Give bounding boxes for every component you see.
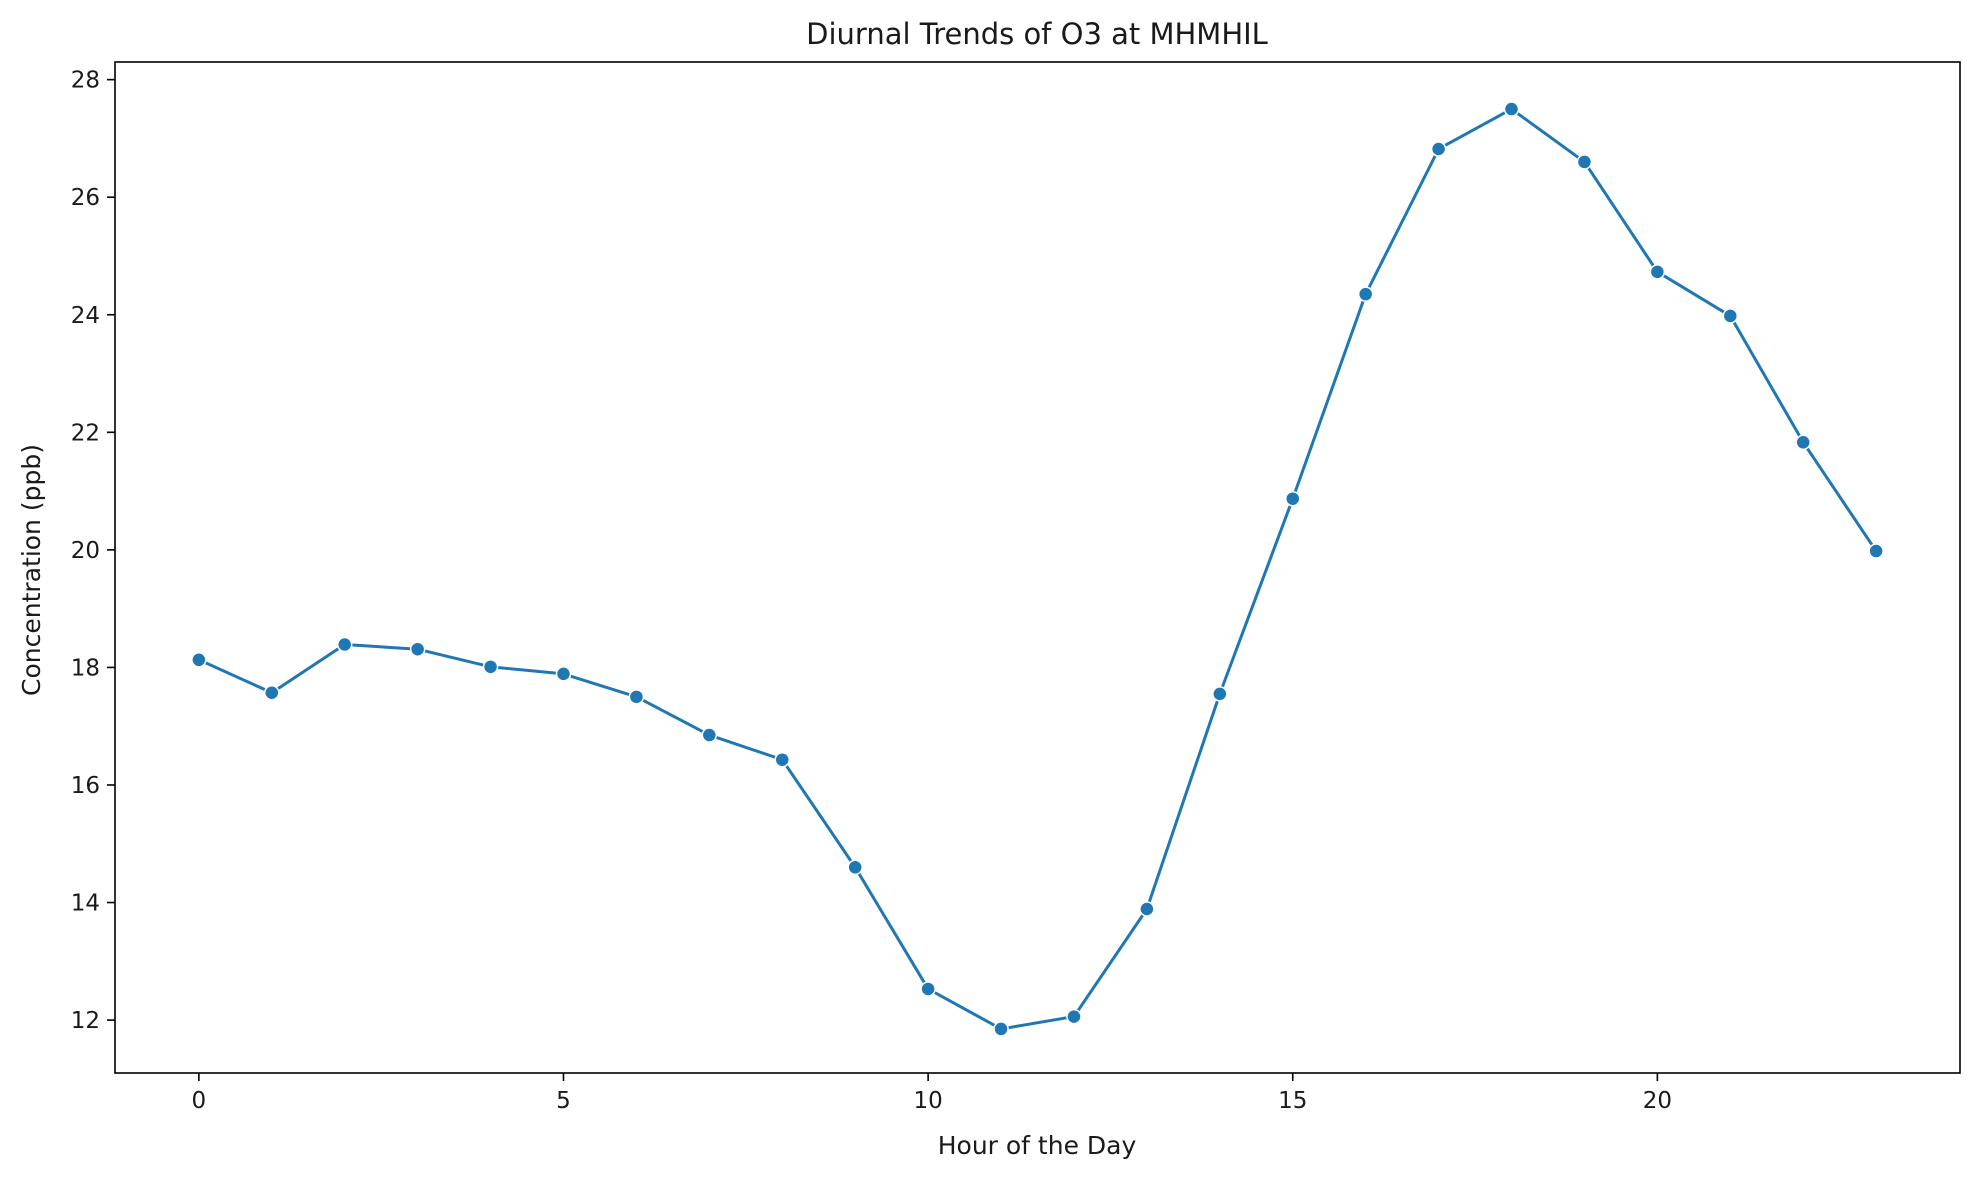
y-tick-label: 28 bbox=[71, 68, 100, 94]
x-tick-label: 20 bbox=[1643, 1088, 1672, 1114]
x-axis-label: Hour of the Day bbox=[938, 1131, 1137, 1160]
y-tick-label: 20 bbox=[71, 538, 100, 564]
y-tick-label: 14 bbox=[71, 891, 100, 917]
data-point bbox=[191, 652, 207, 668]
x-tick-label: 5 bbox=[556, 1088, 571, 1114]
y-tick-label: 22 bbox=[71, 420, 100, 446]
data-point bbox=[1503, 101, 1520, 117]
data-point bbox=[1139, 901, 1155, 917]
data-point bbox=[555, 666, 572, 682]
data-point bbox=[1576, 154, 1593, 170]
y-tick-label: 16 bbox=[71, 773, 100, 799]
data-point bbox=[1430, 141, 1447, 157]
x-tick-label: 10 bbox=[913, 1088, 942, 1114]
data-point bbox=[1066, 1008, 1082, 1025]
data-point bbox=[993, 1021, 1009, 1037]
y-tick-label: 12 bbox=[71, 1008, 100, 1034]
data-point bbox=[774, 751, 791, 768]
data-point bbox=[1357, 286, 1374, 302]
y-tick-label: 26 bbox=[71, 185, 100, 211]
data-point bbox=[1868, 543, 1884, 559]
data-point bbox=[1722, 308, 1739, 324]
data-point bbox=[1649, 264, 1666, 280]
series-line bbox=[197, 107, 1878, 1031]
data-point bbox=[628, 689, 645, 705]
data-point bbox=[336, 636, 353, 653]
chart-title: Diurnal Trends of O3 at MHMHIL bbox=[806, 17, 1268, 51]
data-point bbox=[701, 727, 718, 743]
data-point bbox=[920, 981, 936, 997]
data-point bbox=[482, 659, 499, 675]
x-tick-label: 0 bbox=[192, 1088, 207, 1114]
y-tick-label: 18 bbox=[71, 655, 100, 681]
y-axis-label: Concentration (ppb) bbox=[17, 444, 46, 696]
plot-area: 0 5 10 15 20 12 14 16 18 20 22 24 26 28 bbox=[71, 61, 1961, 1114]
data-point bbox=[1284, 490, 1301, 507]
data-point bbox=[409, 641, 426, 657]
data-point bbox=[1212, 686, 1228, 702]
plot-frame bbox=[114, 61, 1961, 1074]
data-point bbox=[1795, 434, 1811, 451]
data-point bbox=[264, 684, 280, 701]
x-tick-label: 15 bbox=[1278, 1088, 1307, 1114]
y-tick-label: 24 bbox=[71, 303, 100, 329]
data-point bbox=[847, 859, 863, 876]
